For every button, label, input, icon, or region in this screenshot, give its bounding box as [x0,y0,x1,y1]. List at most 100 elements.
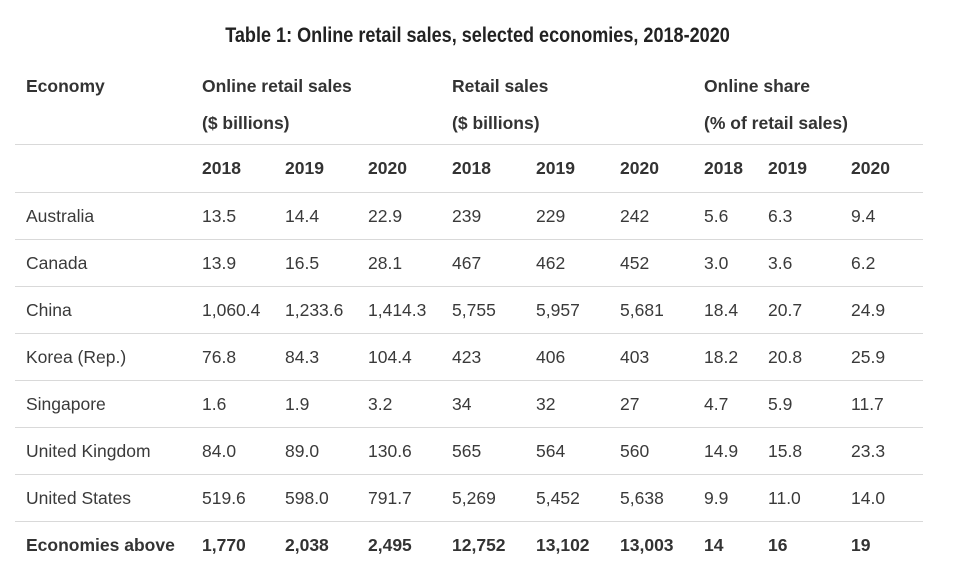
online-share-header-unit: (% of retail sales) [704,101,923,138]
value-cell: 5,269 [441,475,525,522]
economy-cell: United States [15,475,191,522]
online-share-header-title: Online share [704,64,923,101]
value-cell: 5,638 [609,475,693,522]
economy-cell: Canada [15,240,191,287]
value-cell: 9.9 [693,475,757,522]
table-row: United States 519.6 598.0 791.7 5,269 5,… [15,475,923,522]
value-cell: 3.6 [757,240,840,287]
total-value-cell: 1,770 [191,522,274,568]
value-cell: 6.3 [757,193,840,240]
value-cell: 23.3 [840,428,923,475]
value-cell: 229 [525,193,609,240]
total-value-cell: 14 [693,522,757,568]
value-cell: 13.9 [191,240,274,287]
online-share-header: Online share (% of retail sales) [693,64,923,145]
value-cell: 560 [609,428,693,475]
economy-cell: Australia [15,193,191,240]
year-header: 2020 [357,145,441,193]
value-cell: 564 [525,428,609,475]
value-cell: 5,755 [441,287,525,334]
value-cell: 3.2 [357,381,441,428]
table-row: China 1,060.4 1,233.6 1,414.3 5,755 5,95… [15,287,923,334]
value-cell: 5,681 [609,287,693,334]
value-cell: 14.9 [693,428,757,475]
online-sales-header-unit: ($ billions) [202,101,441,138]
table-row: Australia 13.5 14.4 22.9 239 229 242 5.6… [15,193,923,240]
economy-cell: China [15,287,191,334]
value-cell: 20.7 [757,287,840,334]
value-cell: 11.0 [757,475,840,522]
value-cell: 20.8 [757,334,840,381]
retail-sales-header-unit: ($ billions) [452,101,693,138]
sales-table: Economy Online retail sales ($ billions)… [15,64,923,568]
value-cell: 34 [441,381,525,428]
value-cell: 423 [441,334,525,381]
value-cell: 14.4 [274,193,357,240]
value-cell: 5.9 [757,381,840,428]
value-cell: 84.0 [191,428,274,475]
value-cell: 1.9 [274,381,357,428]
value-cell: 1,233.6 [274,287,357,334]
value-cell: 462 [525,240,609,287]
value-cell: 519.6 [191,475,274,522]
value-cell: 28.1 [357,240,441,287]
table-title: Table 1: Online retail sales, selected e… [67,24,888,48]
value-cell: 13.5 [191,193,274,240]
economy-cell: United Kingdom [15,428,191,475]
economy-header: Economy [15,64,191,145]
retail-sales-header-title: Retail sales [452,64,693,101]
total-label-cell: Economies above [15,522,191,568]
total-value-cell: 12,752 [441,522,525,568]
value-cell: 22.9 [357,193,441,240]
value-cell: 5,452 [525,475,609,522]
value-cell: 84.3 [274,334,357,381]
value-cell: 242 [609,193,693,240]
economy-cell: Korea (Rep.) [15,334,191,381]
total-value-cell: 2,038 [274,522,357,568]
value-cell: 4.7 [693,381,757,428]
year-header-row: 2018 2019 2020 2018 2019 2020 2018 2019 … [15,145,923,193]
year-header: 2020 [609,145,693,193]
year-header: 2019 [274,145,357,193]
value-cell: 598.0 [274,475,357,522]
value-cell: 76.8 [191,334,274,381]
value-cell: 3.0 [693,240,757,287]
value-cell: 239 [441,193,525,240]
year-header: 2018 [441,145,525,193]
table-row: Canada 13.9 16.5 28.1 467 462 452 3.0 3.… [15,240,923,287]
value-cell: 5,957 [525,287,609,334]
table-row: Singapore 1.6 1.9 3.2 34 32 27 4.7 5.9 1… [15,381,923,428]
year-header: 2020 [840,145,923,193]
value-cell: 9.4 [840,193,923,240]
value-cell: 25.9 [840,334,923,381]
value-cell: 32 [525,381,609,428]
value-cell: 104.4 [357,334,441,381]
year-header: 2018 [191,145,274,193]
value-cell: 27 [609,381,693,428]
value-cell: 1,060.4 [191,287,274,334]
table-row: Korea (Rep.) 76.8 84.3 104.4 423 406 403… [15,334,923,381]
total-value-cell: 16 [757,522,840,568]
value-cell: 565 [441,428,525,475]
value-cell: 6.2 [840,240,923,287]
value-cell: 791.7 [357,475,441,522]
value-cell: 15.8 [757,428,840,475]
economy-header-label: Economy [26,64,191,101]
total-row: Economies above 1,770 2,038 2,495 12,752… [15,522,923,568]
value-cell: 18.4 [693,287,757,334]
value-cell: 14.0 [840,475,923,522]
value-cell: 467 [441,240,525,287]
value-cell: 1.6 [191,381,274,428]
value-cell: 1,414.3 [357,287,441,334]
value-cell: 5.6 [693,193,757,240]
total-value-cell: 2,495 [357,522,441,568]
value-cell: 406 [525,334,609,381]
value-cell: 11.7 [840,381,923,428]
total-value-cell: 13,003 [609,522,693,568]
online-sales-header-title: Online retail sales [202,64,441,101]
year-header: 2018 [693,145,757,193]
value-cell: 24.9 [840,287,923,334]
year-header-blank [15,145,191,193]
value-cell: 452 [609,240,693,287]
year-header: 2019 [525,145,609,193]
